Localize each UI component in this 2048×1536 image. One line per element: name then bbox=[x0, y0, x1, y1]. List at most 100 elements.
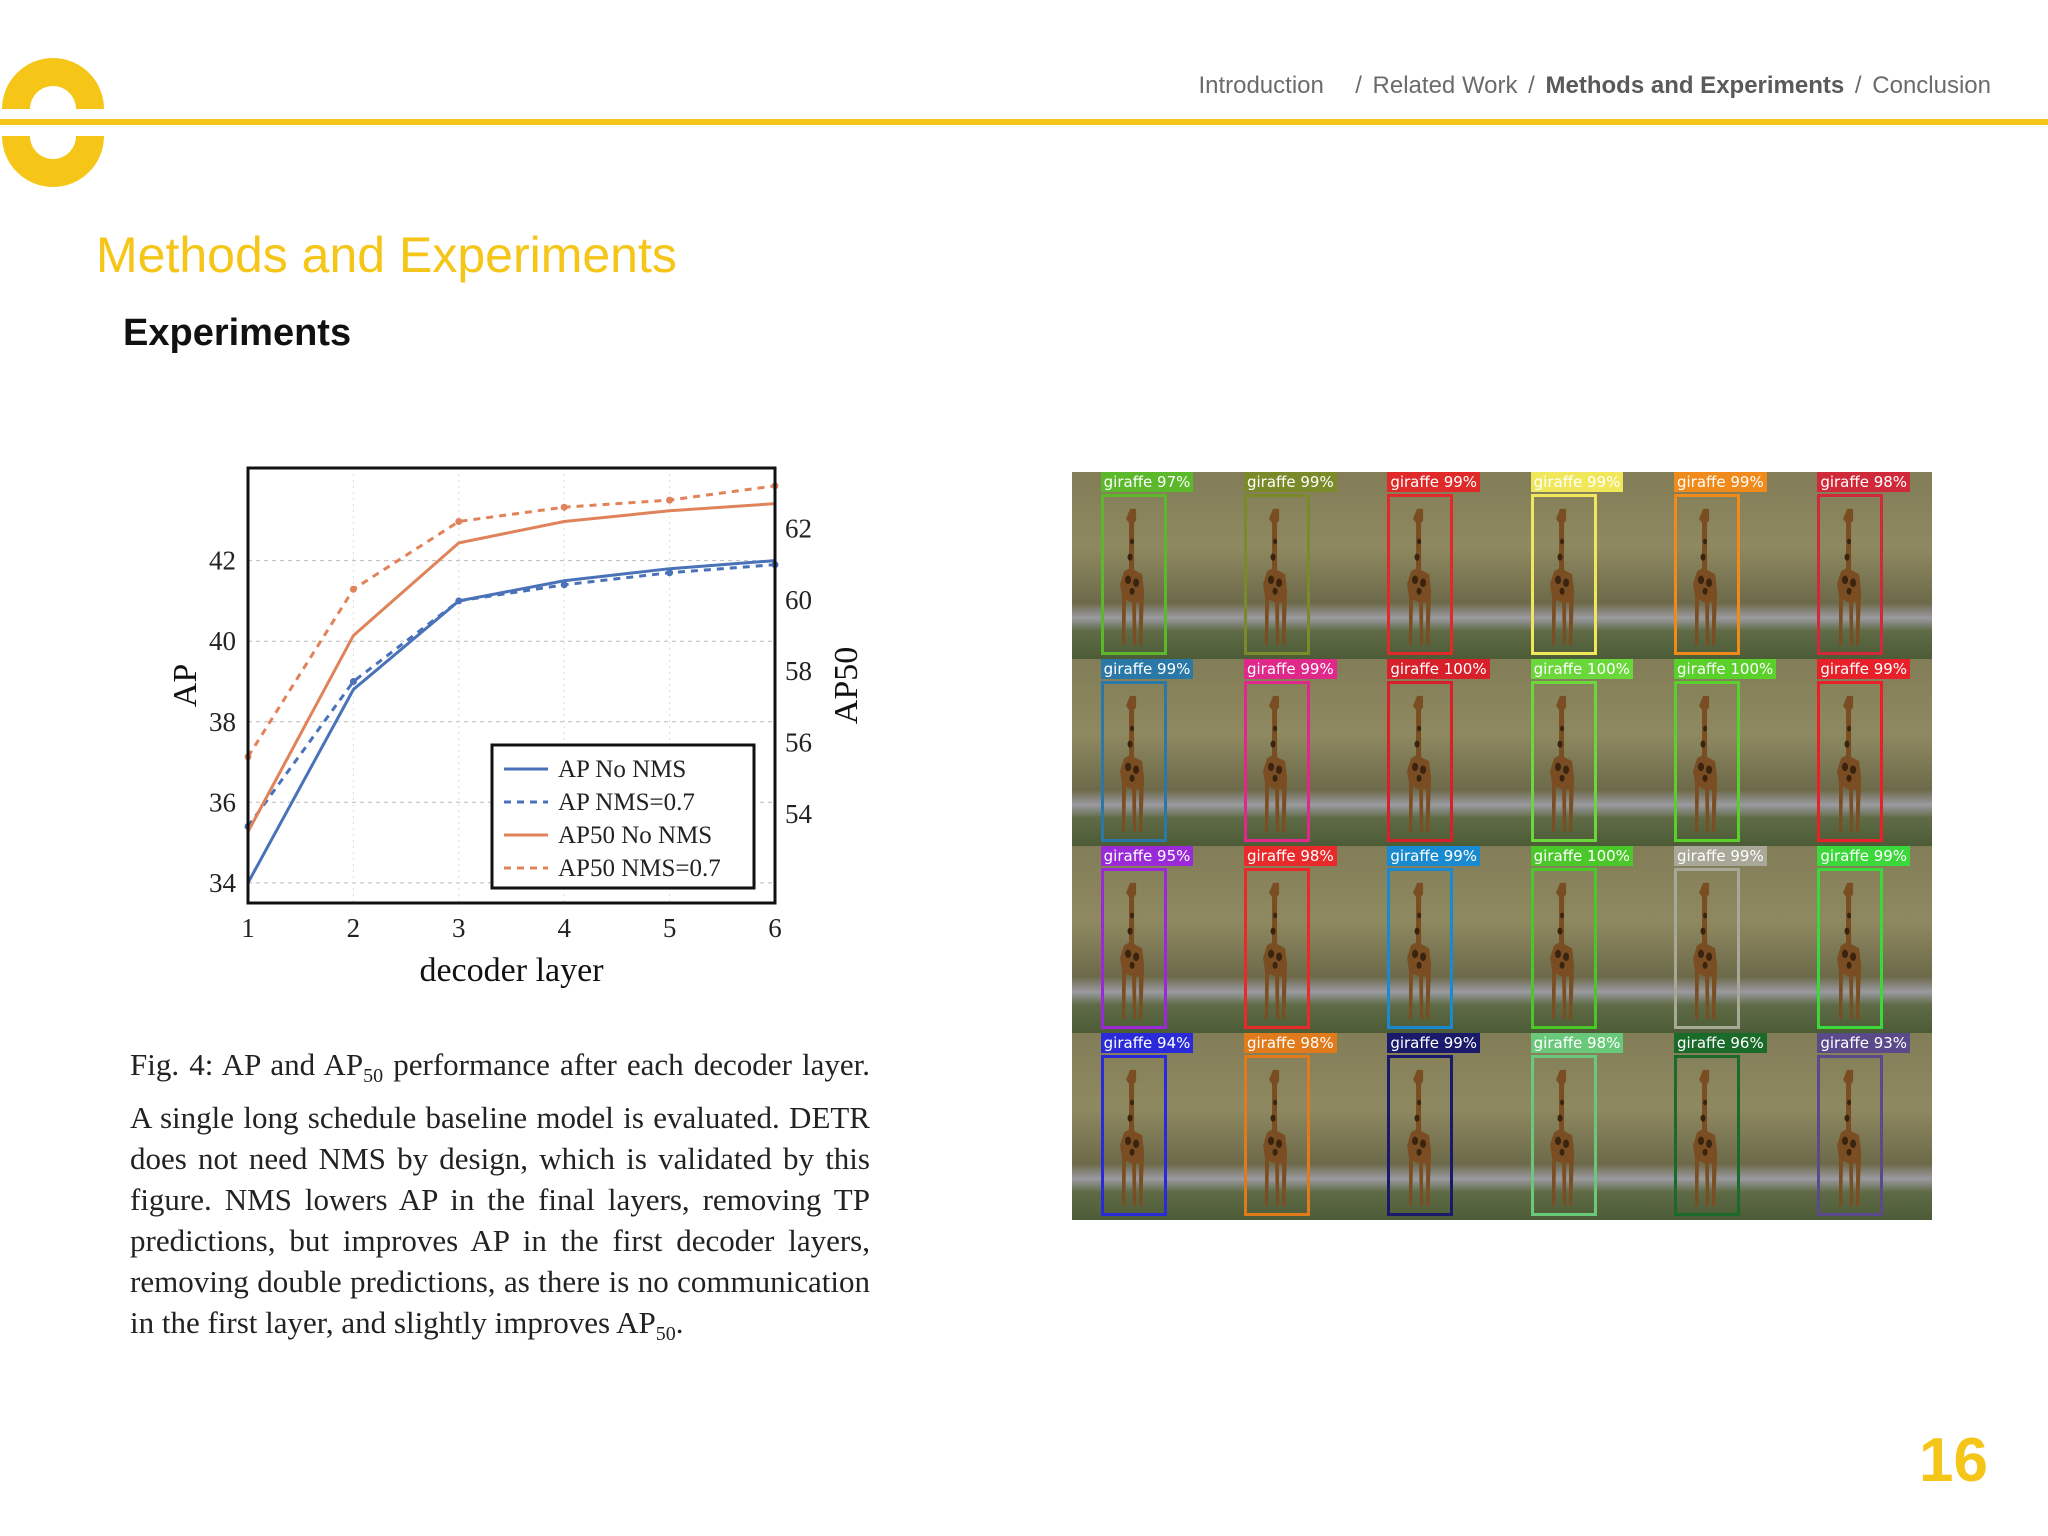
tile-background bbox=[1215, 846, 1359, 1033]
tile-background bbox=[1072, 472, 1216, 659]
detection-label: giraffe 99% bbox=[1100, 659, 1194, 679]
detection-label: giraffe 99% bbox=[1243, 659, 1337, 679]
tile-background bbox=[1215, 1033, 1359, 1220]
series-point bbox=[349, 585, 357, 593]
detection-label: giraffe 100% bbox=[1387, 659, 1490, 679]
detection-tile: giraffe 99% bbox=[1645, 472, 1789, 659]
giraffe-icon bbox=[1120, 1069, 1145, 1206]
x-tick-label: 3 bbox=[452, 913, 466, 943]
giraffe-icon bbox=[1550, 508, 1575, 645]
slide-number: 16 bbox=[1919, 1426, 1988, 1495]
breadcrumb-separator: / bbox=[1355, 72, 1362, 99]
detection-label: giraffe 100% bbox=[1673, 659, 1777, 679]
x-tick-label: 6 bbox=[768, 913, 782, 943]
detection-tile: giraffe 99% bbox=[1502, 472, 1646, 659]
y-tick-label: 38 bbox=[209, 707, 236, 737]
detection-label: giraffe 98% bbox=[1530, 1033, 1624, 1053]
bounding-box bbox=[1100, 868, 1167, 1030]
tile-background bbox=[1215, 659, 1359, 846]
tile-background bbox=[1502, 846, 1646, 1033]
legend-label: AP NMS=0.7 bbox=[558, 789, 695, 816]
detection-label: giraffe 99% bbox=[1243, 472, 1337, 492]
detection-tile: giraffe 99% bbox=[1645, 846, 1789, 1033]
bounding-box bbox=[1817, 868, 1884, 1030]
y-right-tick-label: 56 bbox=[785, 728, 812, 758]
detection-tile: giraffe 99% bbox=[1358, 846, 1502, 1033]
detection-label: giraffe 93% bbox=[1817, 1033, 1911, 1053]
giraffe-icon bbox=[1406, 882, 1431, 1019]
detection-tile: giraffe 99% bbox=[1215, 472, 1359, 659]
detection-tile: giraffe 100% bbox=[1645, 659, 1789, 846]
x-tick-label: 1 bbox=[241, 913, 255, 943]
detection-tile: giraffe 99% bbox=[1215, 659, 1359, 846]
bounding-box bbox=[1817, 681, 1884, 843]
legend-label: AP No NMS bbox=[558, 756, 686, 783]
tile-background bbox=[1788, 472, 1932, 659]
detection-tile: giraffe 99% bbox=[1358, 472, 1502, 659]
bounding-box bbox=[1673, 681, 1740, 843]
giraffe-icon bbox=[1693, 882, 1718, 1019]
tile-background bbox=[1788, 659, 1932, 846]
breadcrumb-item-conclusion[interactable]: Conclusion bbox=[1872, 72, 1991, 99]
bounding-box bbox=[1243, 868, 1310, 1030]
giraffe-icon bbox=[1263, 695, 1288, 832]
giraffe-icon bbox=[1263, 1069, 1288, 1206]
y-tick-label: 40 bbox=[209, 626, 236, 656]
detection-label: giraffe 99% bbox=[1673, 472, 1767, 492]
breadcrumb-item-methods[interactable]: Methods and Experiments bbox=[1545, 72, 1845, 99]
bounding-box bbox=[1530, 681, 1597, 843]
detection-label: giraffe 99% bbox=[1530, 472, 1624, 492]
detection-tile: giraffe 93% bbox=[1788, 1033, 1932, 1220]
detection-label: giraffe 99% bbox=[1387, 1033, 1481, 1053]
detection-tile: giraffe 97% bbox=[1072, 472, 1216, 659]
detection-label: giraffe 98% bbox=[1243, 846, 1337, 866]
detection-tile: giraffe 98% bbox=[1502, 1033, 1646, 1220]
giraffe-icon bbox=[1836, 882, 1861, 1019]
detection-label: giraffe 99% bbox=[1817, 846, 1911, 866]
detection-tile: giraffe 99% bbox=[1072, 659, 1216, 846]
y-right-tick-label: 60 bbox=[785, 585, 812, 615]
series-line bbox=[246, 484, 776, 758]
tile-background bbox=[1645, 846, 1789, 1033]
detection-label: giraffe 100% bbox=[1530, 659, 1633, 679]
tile-background bbox=[1358, 659, 1502, 846]
series-line bbox=[246, 563, 776, 828]
tile-background bbox=[1215, 472, 1359, 659]
giraffe-icon bbox=[1406, 508, 1431, 645]
bounding-box bbox=[1100, 1055, 1167, 1217]
detection-tile: giraffe 98% bbox=[1215, 1033, 1359, 1220]
detection-tile: giraffe 99% bbox=[1788, 846, 1932, 1033]
giraffe-icon bbox=[1550, 882, 1575, 1019]
bounding-box bbox=[1387, 681, 1454, 843]
giraffe-icon bbox=[1693, 695, 1718, 832]
detection-label: giraffe 95% bbox=[1100, 846, 1194, 866]
bounding-box bbox=[1387, 868, 1454, 1030]
bounding-box bbox=[1100, 494, 1167, 656]
y-tick-label: 42 bbox=[209, 546, 236, 576]
breadcrumb-item-related-work[interactable]: Related Work bbox=[1372, 72, 1518, 99]
bounding-box bbox=[1673, 868, 1740, 1030]
bounding-box bbox=[1243, 681, 1310, 843]
bounding-box bbox=[1530, 1055, 1597, 1217]
caption-sub-1: 50 bbox=[363, 1065, 384, 1088]
y-tick-label: 36 bbox=[209, 787, 236, 817]
detection-tile: giraffe 100% bbox=[1358, 659, 1502, 846]
y-right-tick-label: 58 bbox=[785, 656, 812, 686]
x-axis-label: decoder layer bbox=[419, 952, 604, 989]
bounding-box bbox=[1387, 494, 1454, 656]
detection-tile: giraffe 98% bbox=[1788, 472, 1932, 659]
breadcrumb-item-introduction[interactable]: Introduction bbox=[1198, 72, 1324, 99]
tile-background bbox=[1072, 1033, 1216, 1220]
section-title: Experiments bbox=[123, 312, 352, 354]
detection-tile: giraffe 94% bbox=[1072, 1033, 1216, 1220]
detection-tile: giraffe 99% bbox=[1788, 659, 1932, 846]
y-right-axis-label: AP50 bbox=[828, 647, 865, 724]
detection-label: giraffe 99% bbox=[1673, 846, 1767, 866]
page-title: Methods and Experiments bbox=[96, 227, 677, 283]
giraffe-icon bbox=[1836, 508, 1861, 645]
tile-background bbox=[1645, 472, 1789, 659]
giraffe-icon bbox=[1120, 882, 1145, 1019]
bounding-box bbox=[1387, 1055, 1454, 1217]
giraffe-icon bbox=[1836, 695, 1861, 832]
tile-background bbox=[1645, 659, 1789, 846]
